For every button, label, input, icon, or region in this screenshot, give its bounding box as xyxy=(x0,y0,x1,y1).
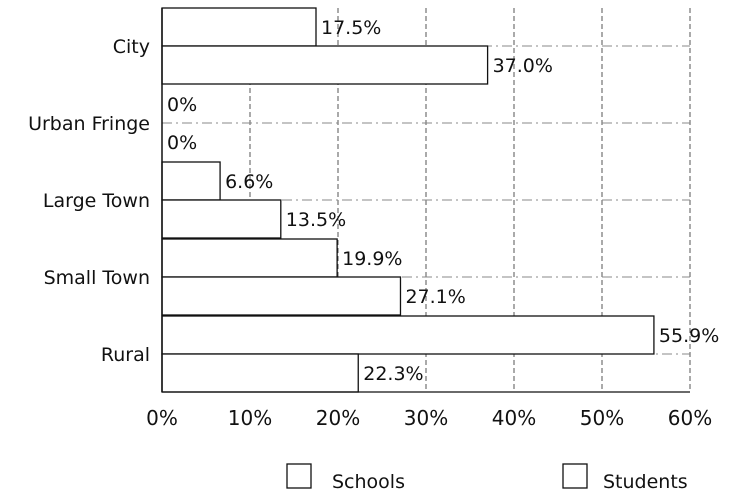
x-tick-label: 10% xyxy=(228,406,272,430)
value-label: 22.3% xyxy=(363,363,423,385)
value-label: 17.5% xyxy=(321,17,381,39)
x-tick-label: 50% xyxy=(580,406,624,430)
value-label: 0% xyxy=(167,132,197,154)
category-label-large-town: Large Town xyxy=(43,190,150,212)
bar-students-rural xyxy=(161,353,359,393)
value-label: 55.9% xyxy=(659,325,719,347)
x-tick-label: 0% xyxy=(146,406,178,430)
x-tick-label: 30% xyxy=(404,406,448,430)
bar-students-small-town xyxy=(161,276,402,316)
bars: 17.5% 0% 6.6% 19.9% 55.9% 37.0% 0% 13.5% 27.1% 22… xyxy=(161,7,719,393)
category-label-rural: Rural xyxy=(101,344,150,366)
x-tick-label: 40% xyxy=(492,406,536,430)
category-label-small-town: Small Town xyxy=(44,267,150,289)
value-label: 6.6% xyxy=(225,171,273,193)
legend-swatch-schools xyxy=(286,463,312,489)
x-tick-label: 60% xyxy=(668,406,712,430)
legend-swatch-students xyxy=(562,463,588,489)
legend: Schools Students xyxy=(286,463,688,493)
x-tick-label: 20% xyxy=(316,406,360,430)
bar-schools-large-town xyxy=(161,161,221,201)
legend-label-students: Students xyxy=(603,471,688,493)
bar-schools-small-town xyxy=(161,238,338,278)
value-label: 37.0% xyxy=(493,55,553,77)
x-axis: 0% 10% 20% 30% 40% 50% 60% xyxy=(146,8,712,430)
bar-schools-city xyxy=(161,7,317,47)
value-label: 0% xyxy=(167,94,197,116)
bar-schools-rural xyxy=(161,315,655,355)
bar-students-city xyxy=(161,45,489,85)
value-label: 13.5% xyxy=(286,209,346,231)
category-label-urban-fringe: Urban Fringe xyxy=(28,113,150,135)
value-label: 27.1% xyxy=(405,286,465,308)
category-labels: City Urban Fringe Large Town Small Town Rura… xyxy=(28,36,150,366)
bar-students-large-town xyxy=(161,199,282,239)
value-label: 19.9% xyxy=(342,248,402,270)
category-label-city: City xyxy=(113,36,150,58)
legend-label-schools: Schools xyxy=(332,471,405,493)
